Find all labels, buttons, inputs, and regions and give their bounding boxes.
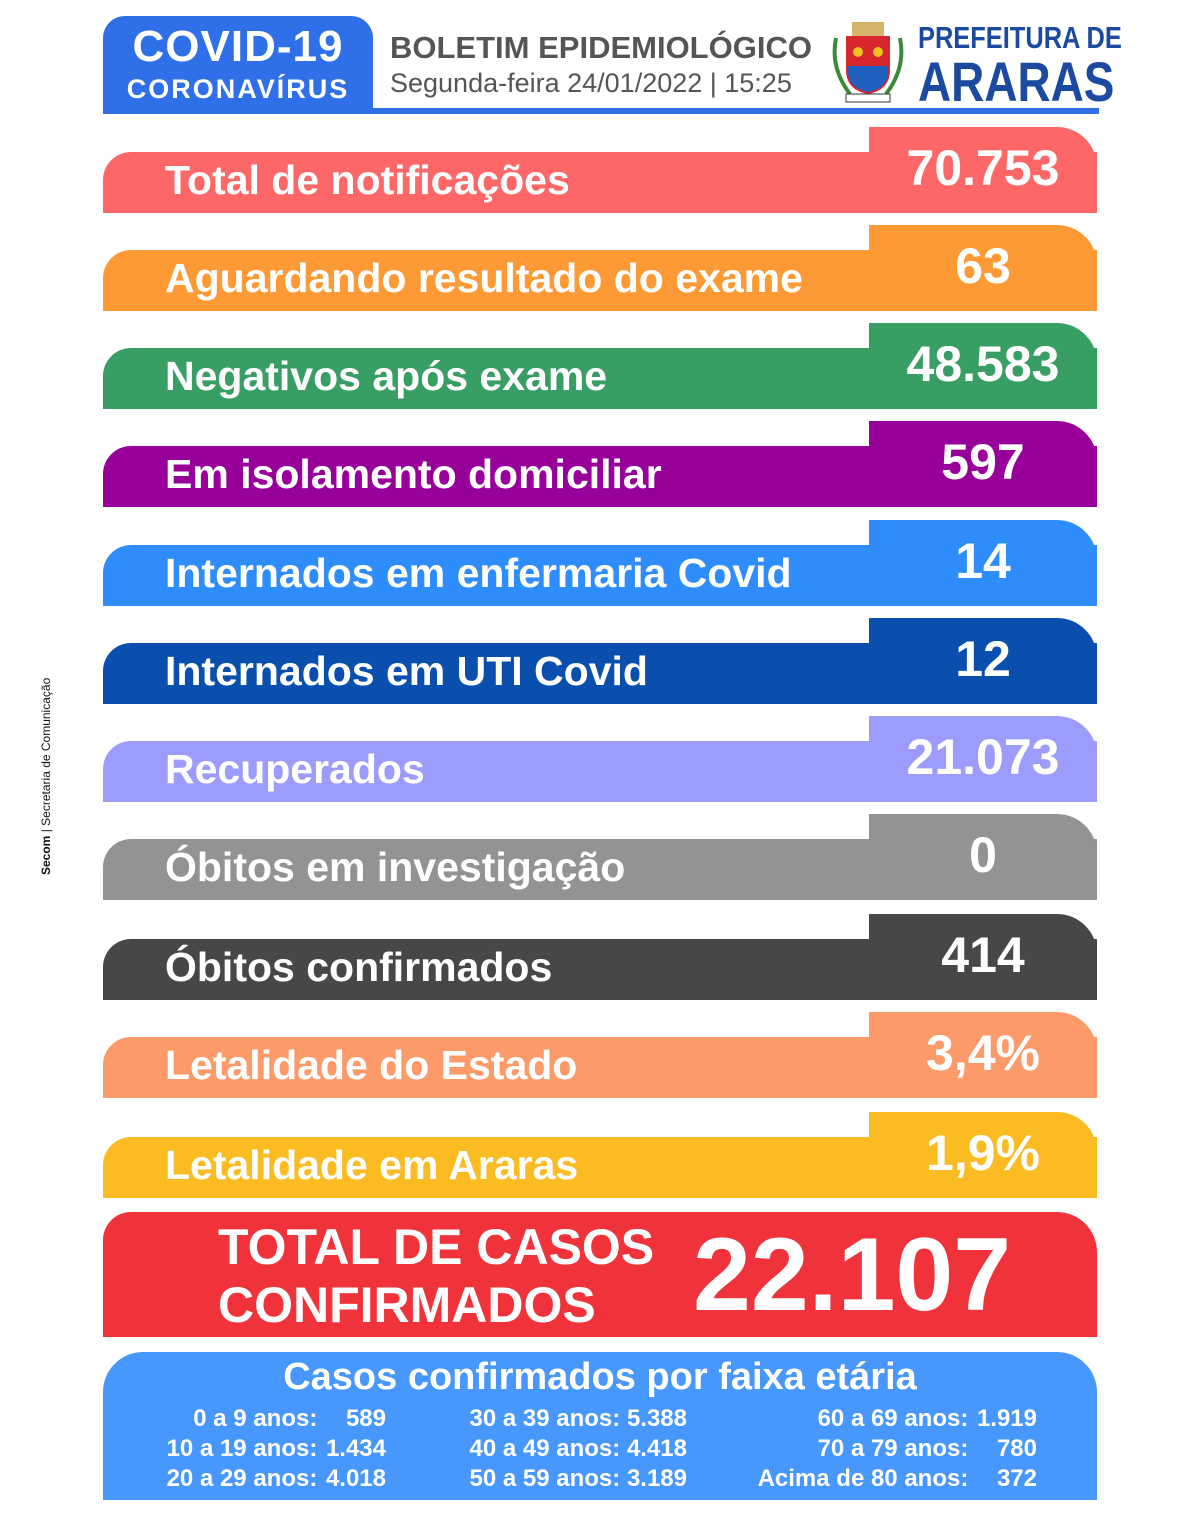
stat-value-tab bbox=[869, 421, 1097, 507]
age-group-entry: 30 a 39 anos: 5.388 bbox=[470, 1404, 687, 1434]
stat-row: Recuperados 21.073 bbox=[103, 716, 1097, 802]
age-count: 780 bbox=[996, 1435, 1037, 1462]
stat-value: 48.583 bbox=[906, 336, 1060, 392]
age-range: 0 a 9 anos: bbox=[193, 1405, 318, 1432]
side-credit: Secom | Secretaria de Comunicação bbox=[39, 677, 53, 875]
stat-value: 14 bbox=[955, 533, 1011, 589]
stat-value: 597 bbox=[941, 434, 1025, 490]
stat-row: Letalidade em Araras 1,9% bbox=[103, 1112, 1097, 1198]
age-groups-box: Casos confirmados por faixa etária 0 a 9… bbox=[103, 1352, 1097, 1500]
age-range: 60 a 69 anos: bbox=[817, 1405, 969, 1432]
age-count: 5.388 bbox=[626, 1405, 687, 1432]
stat-value: 12 bbox=[955, 631, 1011, 687]
age-groups-title: Casos confirmados por faixa etária bbox=[283, 1356, 917, 1398]
stat-label: Letalidade do Estado bbox=[165, 1042, 578, 1088]
total-value: 22.107 bbox=[693, 1217, 1012, 1333]
age-range: 10 a 19 anos: bbox=[166, 1435, 318, 1462]
stat-row: Em isolamento domiciliar 597 bbox=[103, 421, 1097, 507]
stat-label: Em isolamento domiciliar bbox=[165, 451, 662, 497]
stat-value-tab bbox=[869, 1012, 1097, 1098]
stat-row: Óbitos confirmados 414 bbox=[103, 914, 1097, 1000]
age-group-entry: 10 a 19 anos: 1.434 bbox=[167, 1434, 386, 1464]
stat-label: Total de notificações bbox=[165, 157, 570, 203]
age-range: 30 a 39 anos: bbox=[469, 1405, 621, 1432]
stat-value: 1,9% bbox=[926, 1125, 1040, 1181]
stat-value-tab bbox=[869, 814, 1097, 900]
age-group-entry: Acima de 80 anos: 372 bbox=[758, 1464, 1037, 1494]
stat-row: Internados em enfermaria Covid 14 bbox=[103, 520, 1097, 606]
covid-badge: COVID-19 CORONAVÍRUS bbox=[103, 16, 373, 112]
stat-row: Internados em UTI Covid 12 bbox=[103, 618, 1097, 704]
age-count: 1.434 bbox=[325, 1435, 386, 1462]
total-confirmed-box: TOTAL DE CASOS CONFIRMADOS 22.107 bbox=[103, 1212, 1097, 1337]
stat-value: 0 bbox=[969, 827, 997, 883]
age-group-entry: 20 a 29 anos: 4.018 bbox=[167, 1464, 386, 1494]
badge-title: COVID-19 bbox=[132, 22, 344, 71]
stat-value: 414 bbox=[941, 927, 1025, 983]
stat-value: 3,4% bbox=[926, 1025, 1040, 1081]
age-group-entry: 0 a 9 anos: 589 bbox=[167, 1404, 386, 1434]
stat-value: 70.753 bbox=[906, 140, 1060, 196]
stat-label: Negativos após exame bbox=[165, 353, 608, 399]
stat-value: 21.073 bbox=[906, 729, 1060, 785]
age-group-entry: 40 a 49 anos: 4.418 bbox=[470, 1434, 687, 1464]
stat-value: 63 bbox=[955, 238, 1011, 294]
age-range: 50 a 59 anos: bbox=[469, 1465, 621, 1492]
stat-value-tab bbox=[869, 618, 1097, 704]
bulletin-title: BOLETIM EPIDEMIOLÓGICO bbox=[390, 30, 812, 65]
stat-label: Letalidade em Araras bbox=[165, 1142, 579, 1188]
stat-row: Letalidade do Estado 3,4% bbox=[103, 1012, 1097, 1098]
stat-row: Óbitos em investigação 0 bbox=[103, 814, 1097, 900]
stat-row: Aguardando resultado do exame 63 bbox=[103, 225, 1097, 311]
stat-row: Total de notificações 70.753 bbox=[103, 127, 1097, 213]
age-column: 0 a 9 anos: 589 10 a 19 anos: 1.434 20 a 2… bbox=[167, 1404, 386, 1494]
age-range: Acima de 80 anos: bbox=[757, 1465, 969, 1492]
stat-label: Recuperados bbox=[165, 746, 425, 792]
age-group-entry: 60 a 69 anos: 1.919 bbox=[758, 1404, 1037, 1434]
age-count: 372 bbox=[996, 1465, 1037, 1492]
age-group-entry: 50 a 59 anos: 3.189 bbox=[470, 1464, 687, 1494]
age-range: 70 a 79 anos: bbox=[817, 1435, 969, 1462]
stat-value-tab bbox=[869, 127, 1097, 213]
stat-value-tab bbox=[869, 520, 1097, 606]
stat-value-tab bbox=[869, 323, 1097, 409]
age-count: 589 bbox=[345, 1405, 386, 1432]
age-count: 1.919 bbox=[976, 1405, 1037, 1432]
stat-label: Aguardando resultado do exame bbox=[165, 255, 803, 301]
stat-label: Internados em UTI Covid bbox=[165, 648, 648, 694]
stat-label: Óbitos em investigação bbox=[165, 844, 626, 890]
age-group-entry: 70 a 79 anos: 780 bbox=[758, 1434, 1037, 1464]
age-column: 30 a 39 anos: 5.388 40 a 49 anos: 4.418 50… bbox=[470, 1404, 687, 1494]
stat-value-tab bbox=[869, 914, 1097, 1000]
prefeitura-logo: PREFEITURA DE ARARAS bbox=[918, 20, 1122, 113]
age-count: 3.189 bbox=[626, 1465, 687, 1492]
coat-of-arms-icon bbox=[832, 22, 904, 103]
age-count: 4.018 bbox=[325, 1465, 386, 1492]
badge-subtitle: CORONAVÍRUS bbox=[126, 74, 350, 104]
stat-value-tab bbox=[869, 716, 1097, 802]
bulletin-date: Segunda-feira 24/01/2022 | 15:25 bbox=[390, 68, 792, 98]
age-count: 4.418 bbox=[626, 1435, 687, 1462]
stat-value-tab bbox=[869, 1112, 1097, 1198]
age-range: 20 a 29 anos: bbox=[166, 1465, 318, 1492]
stat-label: Internados em enfermaria Covid bbox=[165, 550, 792, 596]
stat-value-tab bbox=[869, 225, 1097, 311]
age-column: 60 a 69 anos: 1.919 70 a 79 anos: 780 Acim… bbox=[758, 1404, 1037, 1494]
total-label: TOTAL DE CASOS CONFIRMADOS bbox=[218, 1219, 655, 1333]
stat-label: Óbitos confirmados bbox=[165, 944, 553, 990]
header-divider bbox=[103, 108, 1099, 114]
age-range: 40 a 49 anos: bbox=[469, 1435, 621, 1462]
stat-row: Negativos após exame 48.583 bbox=[103, 323, 1097, 409]
